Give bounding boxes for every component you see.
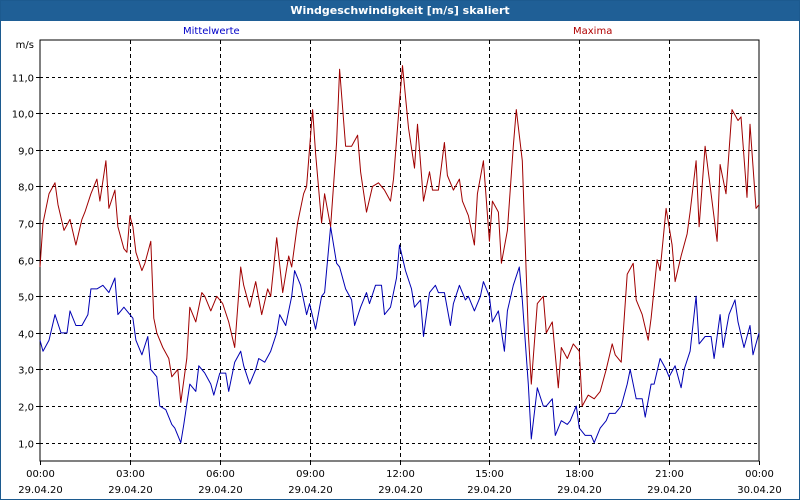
y-tick-label: 2,0 (18, 403, 34, 414)
legend-max: Maxima (573, 26, 613, 37)
x-tick-label-date: 29.04.20 (108, 485, 153, 496)
x-tick-label-time: 15:00 (475, 469, 504, 480)
x-tick-label-time: 21:00 (655, 469, 684, 480)
x-tick-label-time: 06:00 (206, 469, 235, 480)
x-tick-label-time: 03:00 (116, 469, 145, 480)
y-tick-label: 6,0 (18, 257, 34, 268)
y-tick-label: 3,0 (18, 366, 34, 377)
legend-mean: Mittelwerte (183, 26, 240, 37)
x-tick-label-time: 18:00 (565, 469, 594, 480)
y-tick-label: 10,0 (12, 110, 34, 121)
x-tick-label-date: 29.04.20 (467, 485, 512, 496)
series-max-line (39, 65, 760, 407)
y-tick-label: 1,0 (18, 440, 34, 451)
y-tick-label: 9,0 (18, 147, 34, 158)
x-tick-label-time: 12:00 (386, 469, 415, 480)
x-tick-label-date: 29.04.20 (288, 485, 333, 496)
x-tick-label-time: 00:00 (26, 469, 55, 480)
x-tick-label-date: 29.04.20 (647, 485, 692, 496)
window-title: Windgeschwindigkeit [m/s] skaliert (1, 1, 799, 21)
x-tick-label-date: 29.04.20 (198, 485, 243, 496)
x-tick-label-date: 29.04.20 (18, 485, 63, 496)
y-tick-label: 7,0 (18, 220, 34, 231)
x-tick-label-time: 09:00 (296, 469, 325, 480)
x-tick-label-date: 29.04.20 (557, 485, 602, 496)
y-tick-label: 11,0 (12, 74, 34, 85)
y-tick-label: 5,0 (18, 293, 34, 304)
series-mean-line (39, 226, 760, 444)
y-tick-label: 8,0 (18, 183, 34, 194)
y-axis-label: m/s (16, 40, 34, 51)
x-tick-label-time: 00:00 (745, 469, 774, 480)
x-tick-label-date: 30.04.20 (737, 485, 782, 496)
y-tick-label: 4,0 (18, 330, 34, 341)
x-tick-label-date: 29.04.20 (378, 485, 423, 496)
